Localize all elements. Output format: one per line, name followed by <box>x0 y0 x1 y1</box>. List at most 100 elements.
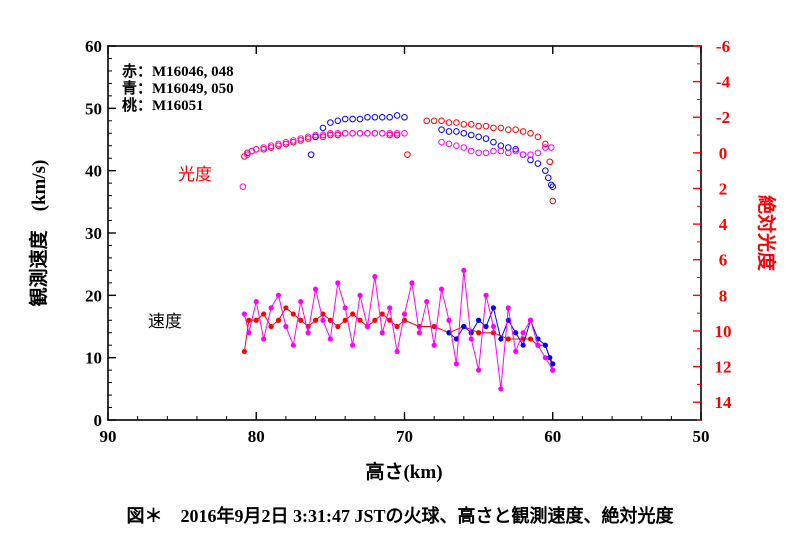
y2-tick-label: 10 <box>715 322 732 341</box>
brightness-point <box>275 140 282 148</box>
y2-tick-label: 14 <box>715 393 733 412</box>
speed-point <box>476 367 482 373</box>
brightness-point <box>319 131 327 139</box>
brightness-point <box>334 129 342 137</box>
speed-point <box>550 367 556 373</box>
speed-point <box>320 317 326 323</box>
brightness-point <box>527 156 534 164</box>
speed-point <box>387 305 393 311</box>
y-tick-label: 40 <box>85 162 102 181</box>
speed-point <box>261 336 267 342</box>
brightness-point <box>460 129 468 137</box>
brightness-point <box>378 129 386 137</box>
brightness-point <box>386 113 393 121</box>
speed-point <box>498 336 504 342</box>
speed-point <box>342 305 348 311</box>
speed-point <box>446 330 452 336</box>
brightness-point <box>504 126 512 134</box>
brightness-point <box>252 145 260 153</box>
y-tick-label: 10 <box>85 349 102 368</box>
speed-point <box>416 330 422 336</box>
speed-point <box>505 305 511 311</box>
brightness-point <box>341 115 349 123</box>
brightness-point <box>453 142 460 150</box>
brightness-point <box>312 131 319 139</box>
speed-point <box>394 348 400 355</box>
speed-point <box>453 361 459 367</box>
speed-point <box>246 317 252 323</box>
brightness-point <box>445 119 453 126</box>
y2-tick-label: -4 <box>716 73 731 92</box>
speed-point <box>241 348 247 355</box>
brightness-point <box>319 124 327 132</box>
brightness-point <box>319 133 327 141</box>
y-tick-label: 50 <box>85 99 102 118</box>
y2-tick-label: 0 <box>719 144 728 163</box>
brightness-point <box>401 113 408 121</box>
speed-point <box>431 342 437 348</box>
x-tick-label: 60 <box>544 427 561 446</box>
brightness-point <box>490 147 497 155</box>
speed-point <box>547 355 553 361</box>
brightness-point <box>482 135 490 142</box>
speed-point <box>357 292 363 298</box>
brightness-point <box>371 129 379 137</box>
speed-point <box>290 342 296 348</box>
series-2 <box>239 129 556 392</box>
brightness-point <box>527 129 534 137</box>
speed-point <box>431 323 437 330</box>
brightness-point <box>307 151 315 158</box>
speed-line <box>448 306 554 365</box>
brightness-point <box>327 131 334 139</box>
speed-point <box>505 336 511 342</box>
brightness-point <box>497 147 505 155</box>
speed-point <box>283 305 289 311</box>
speed-point <box>424 298 430 305</box>
speed-point <box>490 305 497 311</box>
brightness-point <box>267 142 275 150</box>
speed-point <box>253 298 259 305</box>
brightness-point <box>327 119 334 126</box>
brightness-point <box>386 129 393 137</box>
speed-point <box>483 323 489 330</box>
brightness-point <box>260 144 267 151</box>
speed-point <box>461 267 467 273</box>
speed-point <box>520 342 526 348</box>
speed-point <box>253 317 259 323</box>
speed-point <box>246 330 252 336</box>
brightness-point <box>467 121 475 128</box>
speed-point <box>438 286 445 292</box>
brightness-point <box>282 140 290 148</box>
legend-entry-blue: 青：M16049, 050 <box>122 79 234 97</box>
speed-point <box>298 317 304 323</box>
x-axis-title: 高さ(km) <box>365 460 442 483</box>
speed-point <box>261 311 267 317</box>
brightness-point <box>438 117 445 125</box>
annotation-speed: 速度 <box>148 312 182 331</box>
brightness-point <box>334 131 342 139</box>
speed-point <box>476 330 482 336</box>
speed-point <box>409 280 415 286</box>
brightness-point <box>547 181 555 189</box>
brightness-point <box>445 128 453 135</box>
speed-line <box>243 270 554 389</box>
brightness-point <box>549 197 557 205</box>
speed-point <box>372 317 378 323</box>
figure-caption: 図＊ 2016年9月2日 3:31:47 JSTの火球、高さと観測速度、絶対光度 <box>126 506 674 526</box>
brightness-point <box>349 115 356 123</box>
brightness-point <box>546 158 554 166</box>
brightness-point <box>512 145 519 153</box>
brightness-point <box>244 149 251 157</box>
brightness-point <box>401 129 408 137</box>
speed-point <box>513 330 519 336</box>
brightness-point <box>542 144 549 151</box>
brightness-point <box>490 124 497 132</box>
speed-point <box>350 342 356 348</box>
brightness-point <box>547 144 555 151</box>
speed-point <box>268 323 274 330</box>
y-tick-label: 60 <box>85 37 102 56</box>
brightness-point <box>482 122 490 130</box>
speed-point <box>268 305 274 311</box>
speed-point <box>490 323 497 330</box>
brightness-point <box>275 142 282 150</box>
